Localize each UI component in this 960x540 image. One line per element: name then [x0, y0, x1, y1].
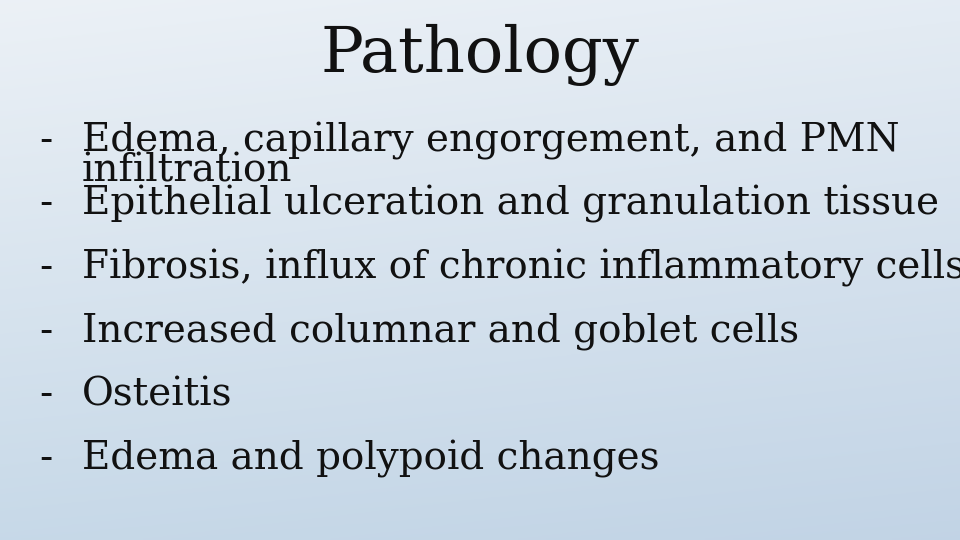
- Text: Epithelial ulceration and granulation tissue: Epithelial ulceration and granulation ti…: [82, 185, 939, 223]
- Text: Edema and polypoid changes: Edema and polypoid changes: [82, 440, 660, 478]
- Text: -: -: [39, 313, 53, 350]
- Text: -: -: [39, 376, 53, 414]
- Text: Pathology: Pathology: [321, 24, 639, 86]
- Text: Osteitis: Osteitis: [82, 376, 232, 414]
- Text: infiltration: infiltration: [82, 153, 292, 190]
- Text: -: -: [39, 185, 53, 222]
- Text: -: -: [39, 440, 53, 477]
- Text: Edema, capillary engorgement, and PMN: Edema, capillary engorgement, and PMN: [82, 122, 900, 159]
- Text: -: -: [39, 122, 53, 159]
- Text: -: -: [39, 249, 53, 286]
- Text: Fibrosis, influx of chronic inflammatory cells: Fibrosis, influx of chronic inflammatory…: [82, 249, 960, 287]
- Text: Increased columnar and goblet cells: Increased columnar and goblet cells: [82, 313, 799, 350]
